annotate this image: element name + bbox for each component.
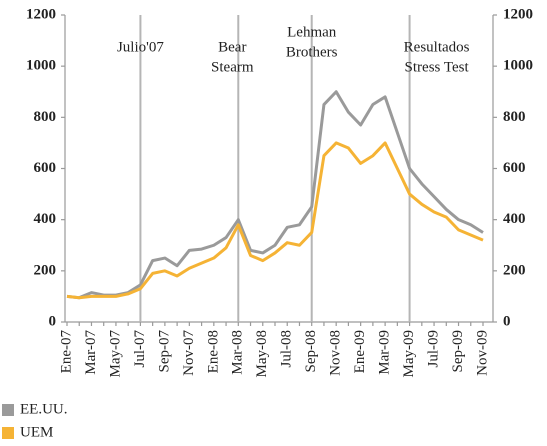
y2-tick-label: 600 xyxy=(503,160,526,176)
x-tick-label: Nov-07 xyxy=(181,330,197,376)
x-tick-label: May-07 xyxy=(107,330,123,378)
y-tick-label: 600 xyxy=(34,160,57,176)
annotation: Stearm xyxy=(211,59,254,75)
x-tick-label: Ene-09 xyxy=(352,330,368,373)
x-tick-label: Jul-08 xyxy=(279,330,295,368)
x-tick-label: Jul-07 xyxy=(132,330,148,368)
y-tick-label: 200 xyxy=(34,262,57,278)
y-tick-label: 1200 xyxy=(26,6,56,22)
legend-swatch xyxy=(2,427,14,439)
x-tick-label: Jul-09 xyxy=(425,330,441,368)
series-line xyxy=(66,90,484,300)
series-line xyxy=(66,141,484,300)
y-tick-label: 1000 xyxy=(26,58,56,74)
legend-label: EE.UU. xyxy=(20,401,68,417)
annotation: Brothers xyxy=(286,44,338,60)
y-tick-label: 0 xyxy=(49,313,57,329)
y-tick-label: 400 xyxy=(34,211,57,227)
x-tick-label: Sep-08 xyxy=(303,330,319,373)
annotation: Resultados xyxy=(404,39,470,55)
annotation: Lehman xyxy=(287,24,337,40)
x-tick-label: Mar-08 xyxy=(230,330,246,375)
y2-tick-label: 800 xyxy=(503,109,526,125)
annotation: Julio'07 xyxy=(117,39,164,55)
x-tick-label: Nov-09 xyxy=(474,330,490,376)
x-tick-label: Mar-09 xyxy=(377,330,393,375)
x-tick-label: Ene-07 xyxy=(58,330,74,374)
y2-tick-label: 1200 xyxy=(503,6,533,22)
x-tick-label: Sep-07 xyxy=(156,330,172,373)
x-tick-label: Sep-09 xyxy=(450,330,466,373)
annotation: Stress Test xyxy=(405,59,470,75)
y-tick-label: 800 xyxy=(34,109,57,125)
y2-tick-label: 0 xyxy=(503,313,511,329)
x-tick-label: May-08 xyxy=(254,330,270,378)
legend-swatch xyxy=(2,404,14,416)
x-tick-label: May-09 xyxy=(401,330,417,378)
y2-tick-label: 400 xyxy=(503,211,526,227)
legend-label: UEM xyxy=(20,424,53,440)
x-tick-label: Ene-08 xyxy=(205,330,221,373)
x-tick-label: Mar-07 xyxy=(83,330,99,375)
x-tick-label: Nov-08 xyxy=(328,330,344,376)
y2-tick-label: 200 xyxy=(503,262,526,278)
annotation: Bear xyxy=(218,39,246,55)
y2-tick-label: 1000 xyxy=(503,58,533,74)
